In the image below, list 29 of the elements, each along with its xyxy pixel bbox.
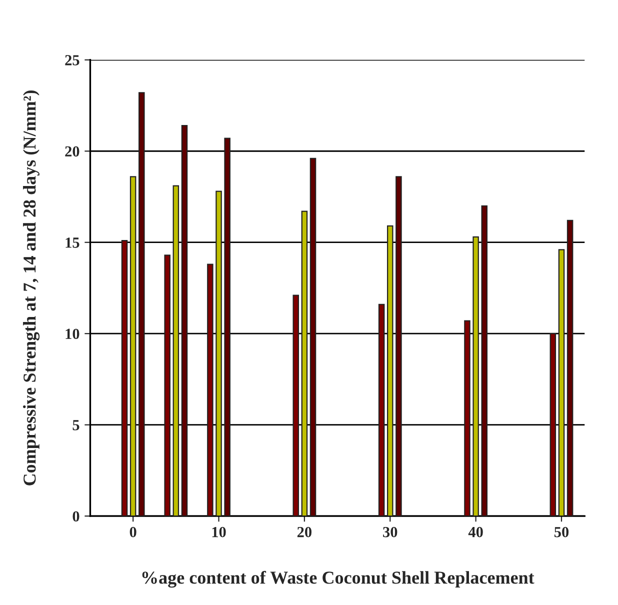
bar — [138, 92, 145, 516]
x-tick-label: 50 — [554, 526, 569, 538]
bar — [292, 294, 299, 516]
bar — [550, 333, 556, 516]
bar — [224, 138, 230, 516]
x-tick-label: 0 — [130, 526, 136, 538]
y-tick-label: 25 — [65, 55, 80, 66]
x-tick-label: 20 — [297, 526, 312, 538]
bar — [207, 264, 214, 516]
x-axis-title: %age content of Waste Coconut Shell Replacement — [142, 570, 534, 588]
x-tick-label: 10 — [212, 526, 226, 538]
bar — [172, 185, 180, 516]
bar — [481, 205, 488, 516]
y-tick-label: 5 — [72, 420, 80, 430]
bar — [464, 320, 470, 516]
bar — [396, 176, 402, 516]
y-tick-label: 20 — [65, 146, 80, 157]
bar — [164, 254, 170, 516]
x-tick-label: 30 — [383, 526, 398, 538]
y-axis-title: Compressive Strength at 7, 14 and 28 days (N/mm²) — [23, 90, 40, 486]
y-tick-label: 15 — [66, 238, 80, 248]
y-tick-label: 10 — [66, 328, 80, 340]
bar — [378, 304, 385, 516]
bar — [566, 220, 574, 516]
bar — [121, 240, 128, 516]
y-tick-label: 0 — [72, 511, 80, 522]
x-tick-label: 40 — [468, 526, 483, 538]
bar — [181, 125, 188, 516]
bar — [310, 158, 316, 516]
